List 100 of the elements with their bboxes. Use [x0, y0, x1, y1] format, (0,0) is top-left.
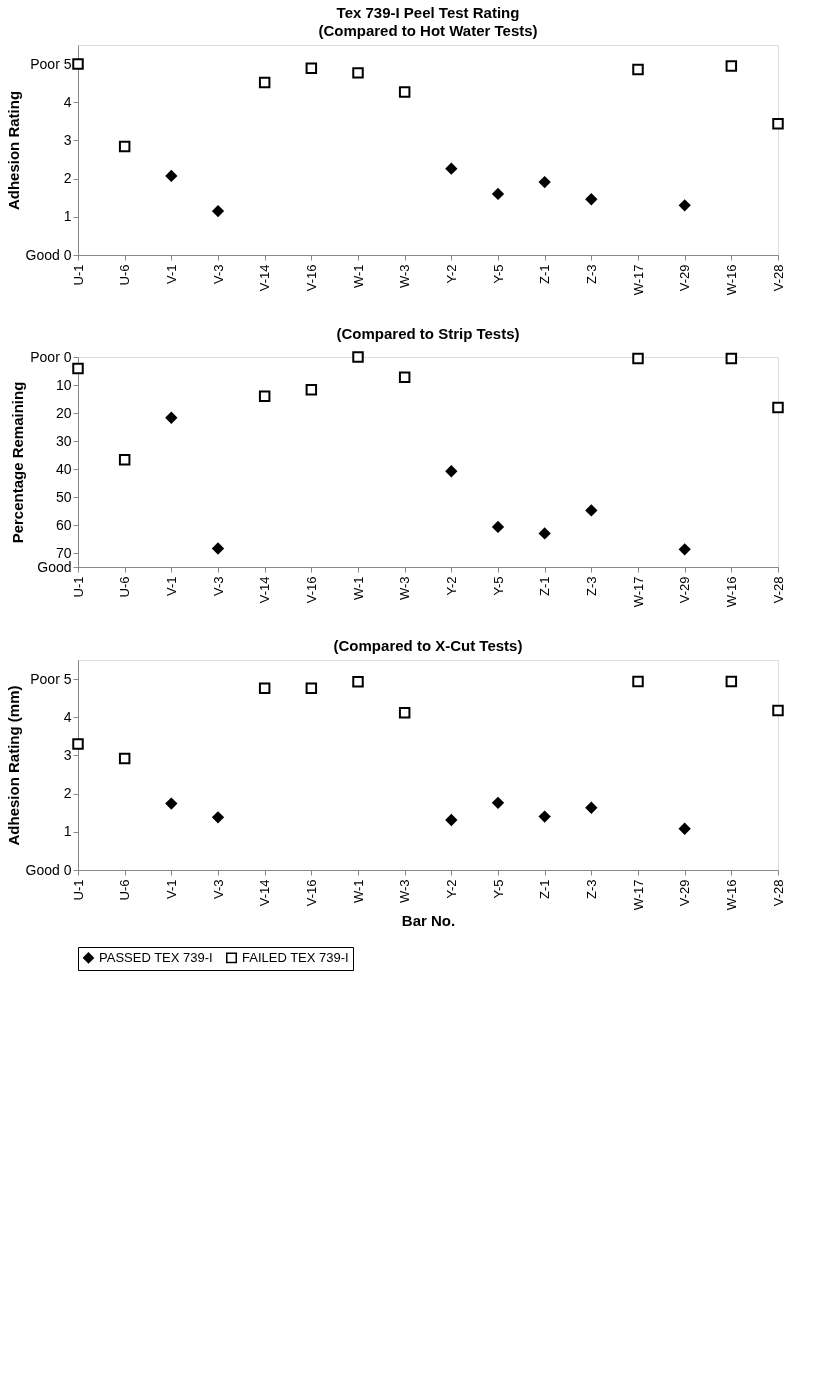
y-tick-label: Good — [37, 558, 72, 575]
point — [445, 465, 458, 477]
x-tick-label: V-3 — [210, 576, 226, 597]
x-tick-label: V-29 — [677, 264, 693, 292]
x-tick-label: V-28 — [770, 264, 786, 292]
x-tick-label: W-3 — [397, 264, 413, 289]
point — [305, 384, 318, 396]
point — [212, 205, 224, 217]
y-axis-title: Percentage Remaining — [9, 381, 27, 544]
point — [772, 401, 784, 414]
y-tick-label: Poor 5 — [30, 55, 72, 72]
point — [492, 188, 504, 200]
x-tick-label: W-16 — [723, 879, 739, 911]
y-tick-label: 40 — [55, 460, 72, 477]
point — [118, 454, 131, 466]
x-tick-label: Y-5 — [490, 264, 506, 284]
point — [632, 352, 644, 365]
x-tick-label: U-1 — [70, 576, 86, 598]
chart-title: (Compared to Strip Tests) — [336, 325, 520, 343]
point — [725, 60, 738, 72]
y-tick-label: 4 — [63, 93, 72, 110]
x-tick-label: W-17 — [630, 879, 646, 911]
x-tick-label: V-28 — [770, 879, 786, 907]
x-tick-label: W-1 — [350, 264, 366, 289]
x-tick-label: W-3 — [397, 576, 413, 601]
x-tick-label: Z-3 — [583, 264, 599, 284]
x-tick-label: W-1 — [350, 576, 366, 601]
x-tick-label: V-29 — [677, 879, 693, 907]
point — [585, 504, 598, 517]
point — [352, 67, 364, 79]
x-tick-label: U-6 — [117, 576, 133, 598]
point — [492, 797, 504, 809]
y-tick-label: Good 0 — [25, 861, 72, 878]
point — [725, 352, 738, 365]
point — [725, 675, 738, 688]
x-tick-label: Y-2 — [443, 879, 459, 899]
point — [305, 62, 318, 75]
x-tick-label: W-1 — [350, 879, 366, 904]
x-tick-label: W-16 — [723, 576, 739, 608]
legend-label: PASSED TEX 739-I — [99, 949, 213, 965]
y-tick-label: 3 — [63, 131, 72, 148]
point — [772, 117, 784, 130]
x-tick-label: Z-1 — [537, 879, 553, 899]
x-tick-label: Z-1 — [537, 576, 553, 596]
point — [165, 170, 178, 182]
x-axis-title: Bar No. — [401, 912, 456, 930]
y-tick-label: Poor 0 — [30, 348, 72, 365]
x-tick-label: V-14 — [257, 576, 273, 604]
point — [538, 176, 551, 188]
x-tick-label: Z-3 — [583, 879, 599, 899]
point — [72, 738, 84, 750]
point — [678, 823, 691, 835]
point — [492, 521, 504, 533]
x-tick-label: U-1 — [70, 264, 86, 286]
y-tick-label: 1 — [63, 208, 72, 225]
y-tick-label: 10 — [55, 376, 72, 393]
chart-title: Tex 739-I Peel Test Rating — [336, 4, 520, 21]
point — [632, 675, 644, 688]
point — [258, 76, 271, 89]
point — [398, 706, 411, 719]
point — [352, 676, 364, 688]
x-tick-label: V-1 — [163, 879, 179, 900]
legend-label: FAILED TEX 739-I — [242, 949, 349, 965]
point — [118, 140, 131, 153]
point — [585, 802, 598, 814]
point — [538, 527, 551, 540]
x-tick-label: W-16 — [723, 264, 739, 296]
point — [72, 58, 84, 70]
x-tick-label: U-1 — [70, 879, 86, 901]
point — [398, 371, 411, 383]
x-tick-label: Y-2 — [443, 264, 459, 284]
y-tick-label: Poor 5 — [30, 670, 72, 687]
x-tick-label: Y-5 — [490, 576, 506, 596]
x-tick-label: V-16 — [303, 264, 319, 292]
chart-subtitle: (Compared to Hot Water Tests) — [318, 22, 538, 39]
y-tick-label: 60 — [55, 516, 72, 533]
y-tick-label: 2 — [63, 170, 72, 187]
x-tick-label: V-16 — [303, 879, 319, 907]
x-tick-label: V-3 — [210, 879, 226, 900]
y-tick-label: 4 — [63, 708, 72, 725]
y-tick-label: 70 — [55, 544, 72, 561]
point — [352, 351, 364, 363]
point — [118, 752, 131, 765]
x-tick-label: V-28 — [770, 576, 786, 604]
x-tick-label: Z-1 — [537, 264, 553, 284]
x-tick-label: V-3 — [210, 264, 226, 285]
point — [212, 811, 224, 824]
point — [165, 412, 178, 424]
point — [445, 162, 458, 175]
x-tick-label: U-6 — [117, 879, 133, 901]
y-tick-label: 3 — [63, 746, 72, 763]
point — [585, 193, 598, 205]
point — [678, 199, 691, 212]
y-tick-label: 30 — [55, 432, 72, 449]
point — [258, 390, 271, 402]
point — [398, 86, 411, 98]
chart-title: (Compared to X-Cut Tests) — [333, 637, 523, 654]
x-tick-label: V-14 — [257, 264, 273, 292]
y-tick-label: 1 — [63, 823, 72, 840]
point — [212, 542, 224, 555]
